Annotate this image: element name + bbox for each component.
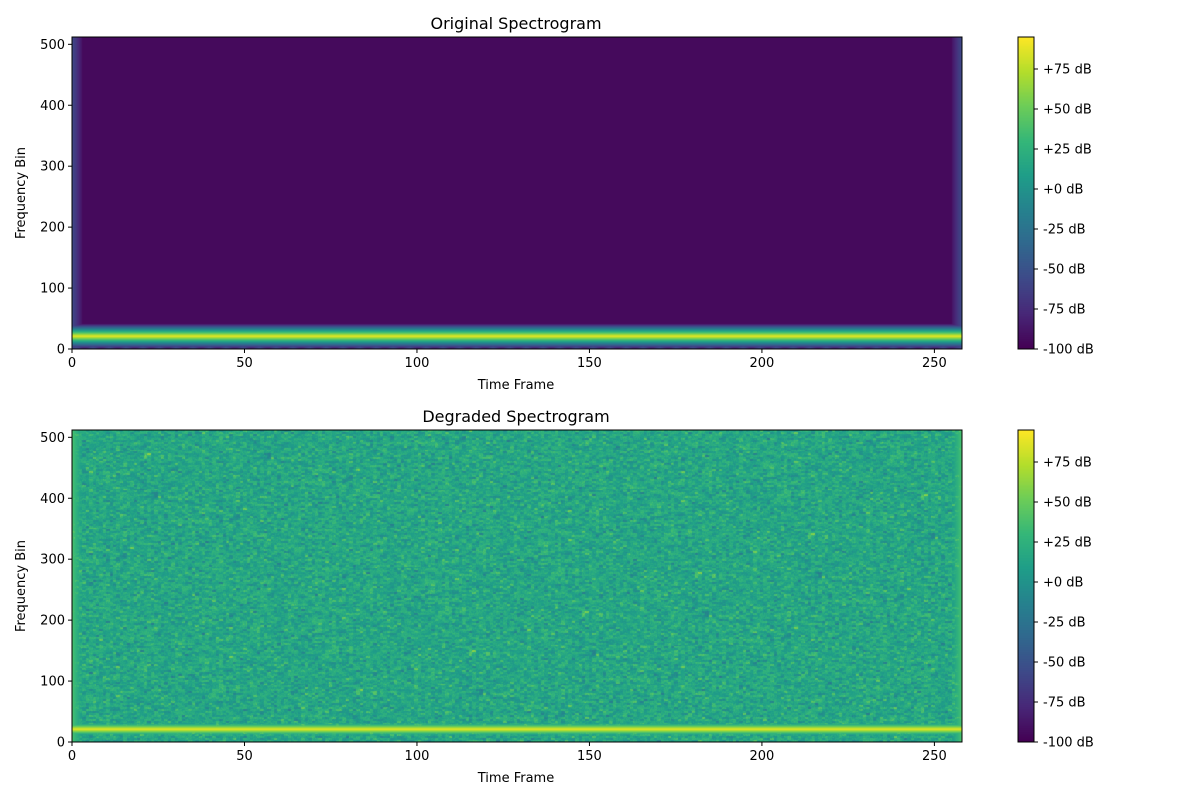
- x-tick-label: 200: [750, 749, 775, 764]
- plot-frame: [71, 36, 963, 350]
- x-tick-label: 150: [577, 749, 602, 764]
- colorbar-tick-label: +0 dB: [1043, 576, 1083, 591]
- colorbar-tick-label: -100 dB: [1043, 343, 1094, 358]
- y-tick-label: 400: [40, 492, 65, 507]
- colorbar-frame: [1017, 36, 1035, 350]
- y-tick-label: 200: [40, 221, 65, 236]
- y-tick-label: 100: [40, 675, 65, 690]
- colorbar-tick-label: +50 dB: [1043, 103, 1092, 118]
- y-tick-label: 100: [40, 282, 65, 297]
- y-axis-label: Frequency Bin: [14, 540, 29, 632]
- heatmap-plot-area: [72, 430, 962, 742]
- colorbar-tick-label: -25 dB: [1043, 616, 1086, 631]
- colorbar-frame: [1017, 429, 1035, 743]
- y-tick-label: 0: [57, 736, 65, 751]
- y-tick-label: 300: [40, 160, 65, 175]
- x-axis: 0 50 100 150 200 250: [68, 349, 947, 371]
- colorbar-tick-label: +75 dB: [1043, 456, 1092, 471]
- y-tick-label: 500: [40, 38, 65, 53]
- x-tick-label: 0: [68, 749, 76, 764]
- x-tick-label: 250: [922, 749, 947, 764]
- colorbar-tick-label: -100 dB: [1043, 736, 1094, 751]
- x-axis-label: Time Frame: [477, 378, 554, 393]
- colorbar: [1018, 37, 1034, 349]
- original-spectrogram-panel: Original Spectrogram 0 50 100 150 200 250 0 10…: [14, 14, 1094, 393]
- colorbar-tick-label: -50 dB: [1043, 263, 1086, 278]
- colorbar-axis: +75 dB +50 dB +25 dB +0 dB -25 dB -50 dB -75 d…: [1034, 63, 1094, 358]
- degraded-spectrogram-chart: Degraded Spectrogram 0 50 100 150 200 250 0 10…: [14, 407, 1094, 786]
- colorbar-tick-label: +0 dB: [1043, 183, 1083, 198]
- heatmap-plot-area: [72, 37, 962, 349]
- y-tick-label: 500: [40, 431, 65, 446]
- y-tick-label: 400: [40, 99, 65, 114]
- chart-title: Original Spectrogram: [430, 14, 601, 33]
- degraded-spectrogram-panel: Degraded Spectrogram 0 50 100 150 200 250 0 10…: [0, 393, 1200, 793]
- colorbar-tick-label: -25 dB: [1043, 223, 1086, 238]
- x-tick-label: 150: [577, 356, 602, 371]
- colorbar-tick-label: +25 dB: [1043, 536, 1092, 551]
- colorbar-tick-label: +50 dB: [1043, 496, 1092, 511]
- x-tick-label: 50: [236, 356, 253, 371]
- colorbar-axis: +75 dB +50 dB +25 dB +0 dB -25 dB -50 dB -75 d…: [1034, 456, 1094, 751]
- x-tick-label: 250: [922, 356, 947, 371]
- x-tick-label: 0: [68, 356, 76, 371]
- x-tick-label: 50: [236, 749, 253, 764]
- x-axis: 0 50 100 150 200 250: [68, 742, 947, 764]
- x-tick-label: 100: [405, 356, 430, 371]
- y-tick-label: 0: [57, 343, 65, 358]
- y-tick-label: 200: [40, 614, 65, 629]
- colorbar-tick-label: -50 dB: [1043, 656, 1086, 671]
- colorbar-tick-label: -75 dB: [1043, 303, 1086, 318]
- y-axis: 0 100 200 300 400 500: [40, 38, 72, 358]
- x-tick-label: 200: [750, 356, 775, 371]
- y-axis: 0 100 200 300 400 500: [40, 431, 72, 751]
- plot-frame: [71, 429, 963, 743]
- colorbar: [1018, 430, 1034, 742]
- colorbar-tick-label: -75 dB: [1043, 696, 1086, 711]
- y-tick-label: 300: [40, 553, 65, 568]
- chart-title: Degraded Spectrogram: [422, 407, 609, 426]
- x-axis-label: Time Frame: [477, 771, 554, 786]
- y-axis-label: Frequency Bin: [14, 147, 29, 239]
- colorbar-tick-label: +25 dB: [1043, 143, 1092, 158]
- colorbar-tick-label: +75 dB: [1043, 63, 1092, 78]
- original-spectrogram-chart: Original Spectrogram 0 50 100 150 200 250 0 10…: [14, 14, 1094, 393]
- x-tick-label: 100: [405, 749, 430, 764]
